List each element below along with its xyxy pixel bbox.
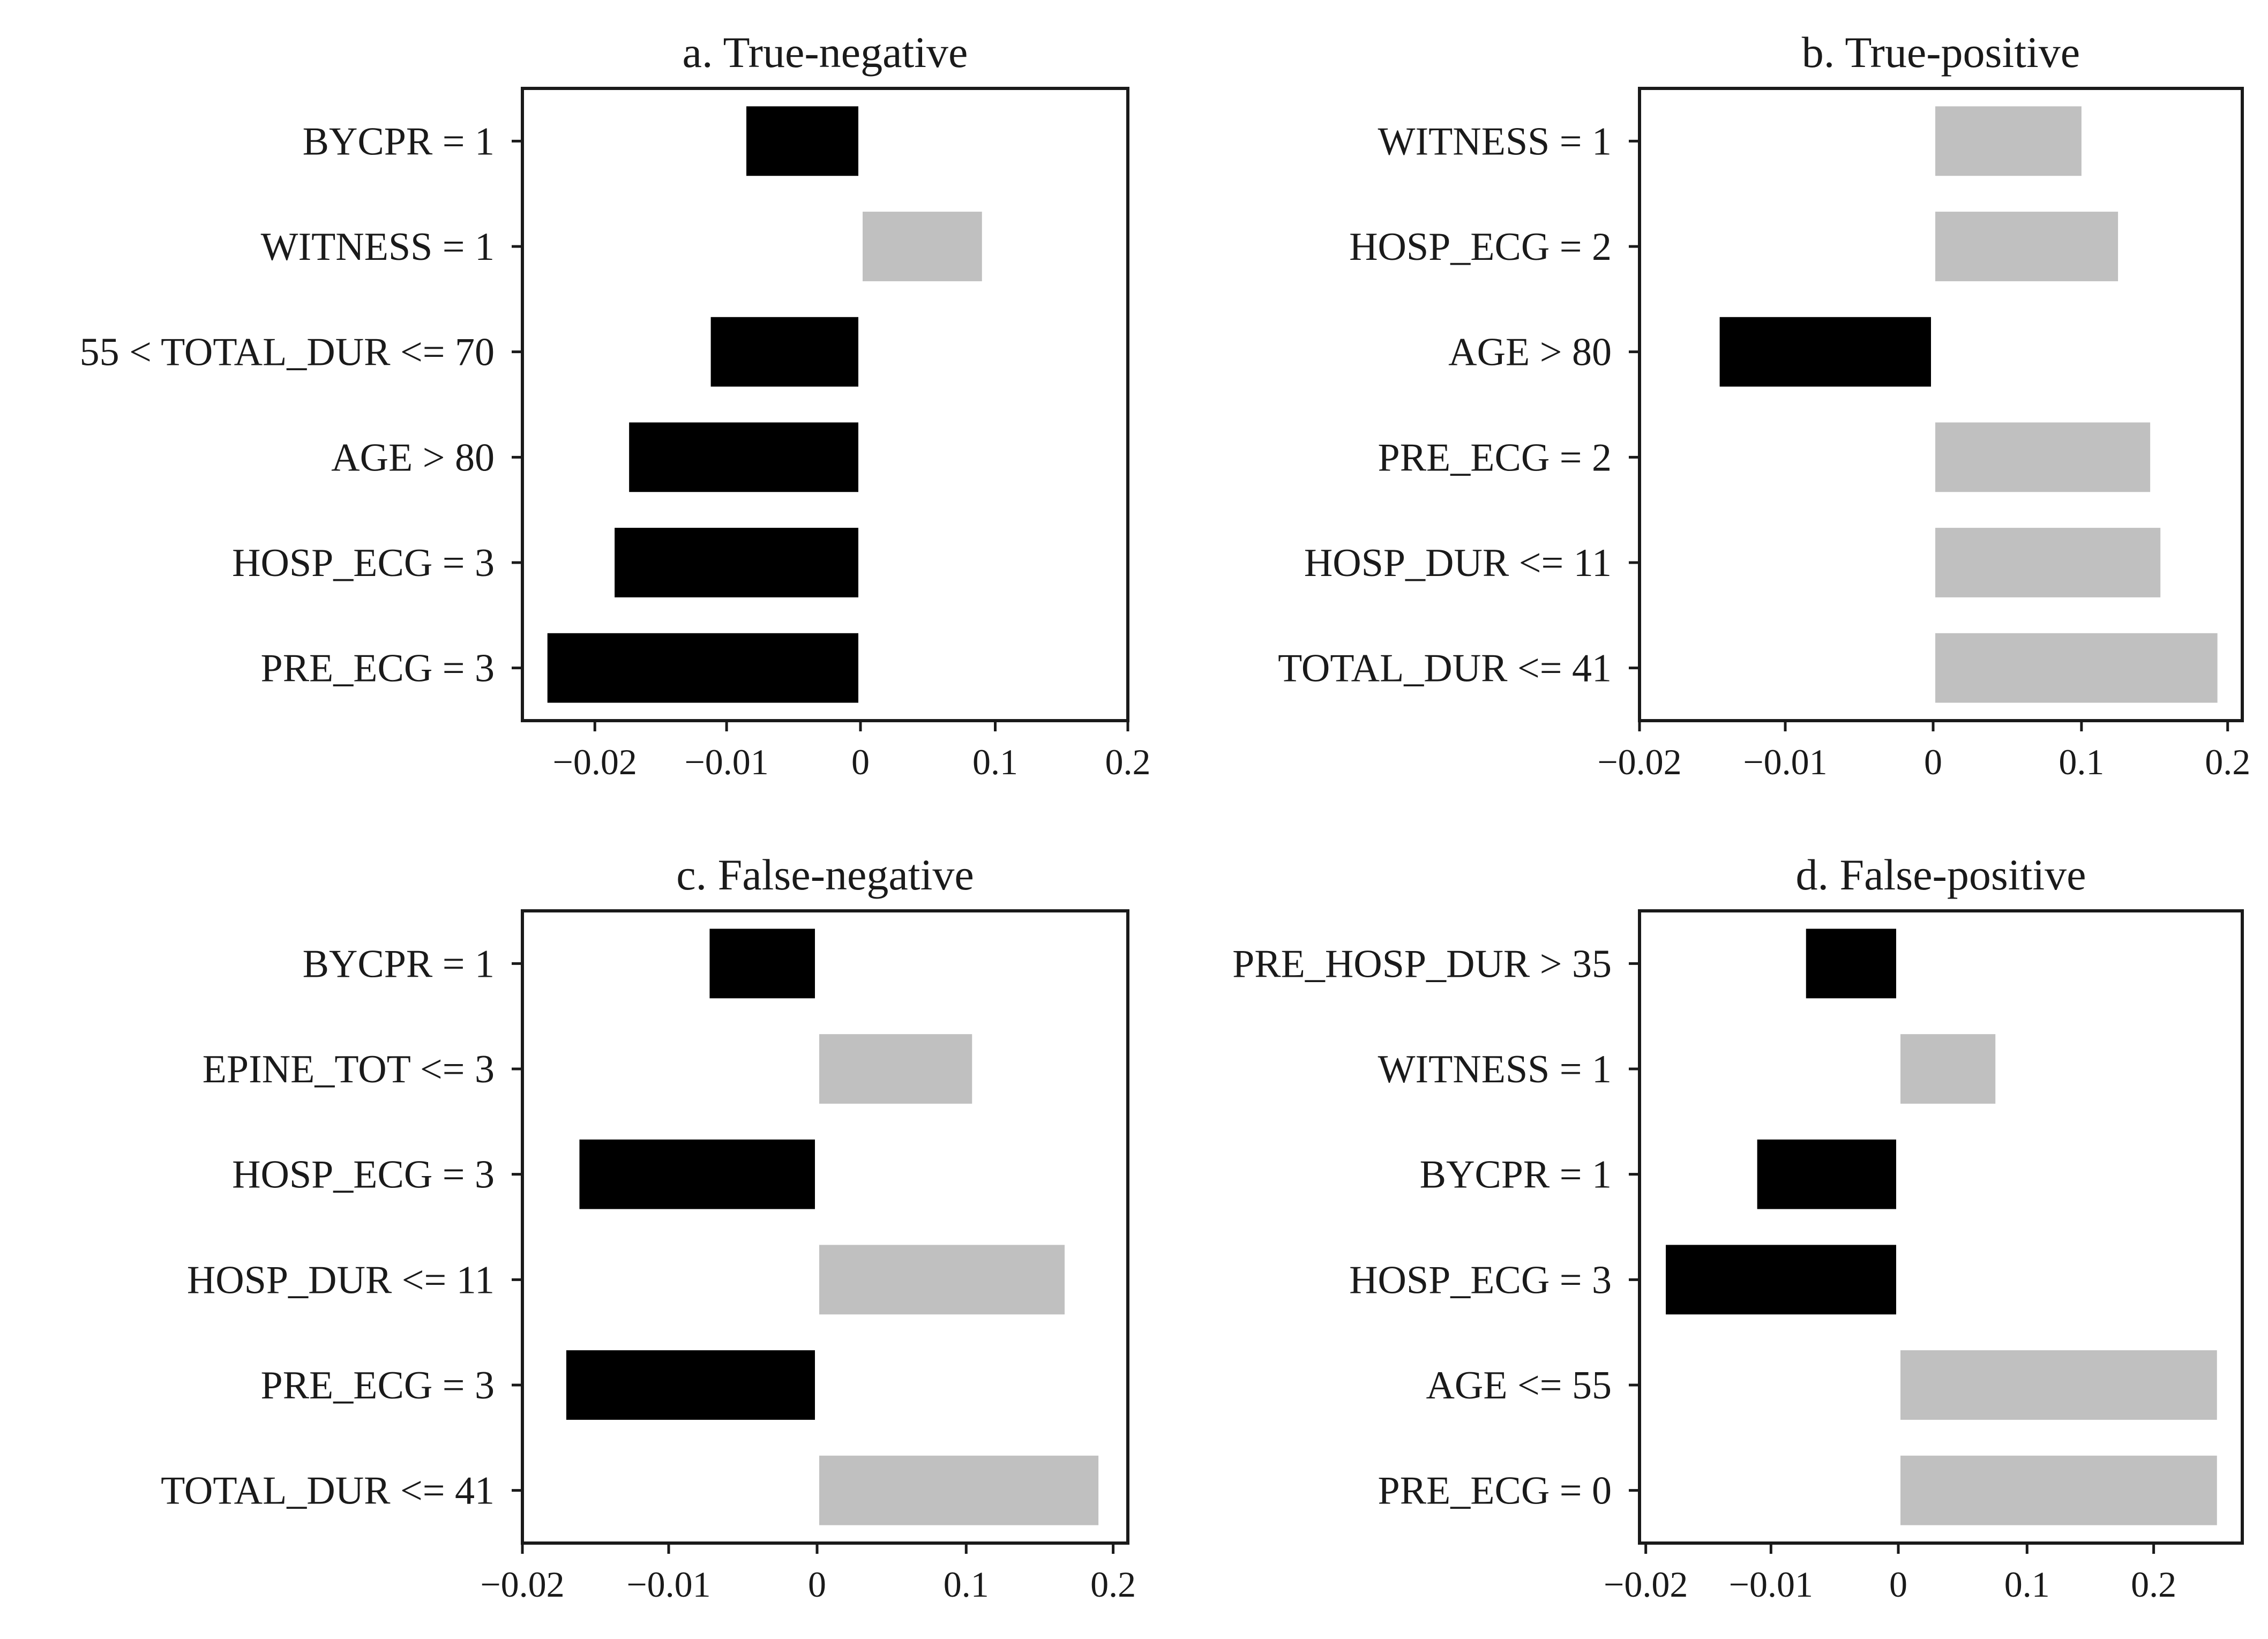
category-label: BYCPR = 1 — [303, 119, 495, 163]
x-tick-label: −0.01 — [684, 742, 768, 782]
bar — [1806, 929, 1896, 999]
category-label: HOSP_DUR <= 11 — [1304, 541, 1612, 585]
bar — [1900, 1350, 2217, 1420]
category-label: HOSP_ECG = 3 — [1349, 1258, 1612, 1302]
x-tick-label: 0.2 — [1090, 1564, 1136, 1605]
category-label: PRE_ECG = 3 — [261, 647, 495, 691]
category-label: PRE_ECG = 3 — [261, 1364, 495, 1408]
category-label: PRE_ECG = 0 — [1378, 1469, 1612, 1513]
x-tick-label: −0.02 — [1597, 742, 1681, 782]
category-label: BYCPR = 1 — [1420, 1153, 1612, 1197]
category-label: PRE_ECG = 2 — [1378, 436, 1612, 480]
x-tick-label: 0.1 — [972, 742, 1018, 782]
bar — [709, 929, 815, 999]
chart-title: a. True-negative — [683, 28, 968, 77]
x-tick-label: 0 — [851, 742, 870, 782]
x-tick-label: −0.02 — [480, 1564, 564, 1605]
plot-frame — [1638, 87, 2244, 722]
category-label: HOSP_DUR <= 11 — [187, 1258, 495, 1302]
bar — [1935, 212, 2119, 281]
chart-panel-d: d. False-positive PRE_HOSP_DUR > 35 WITNES… — [1232, 850, 2244, 1605]
bar — [615, 528, 858, 597]
bar — [819, 1455, 1099, 1525]
category-label: TOTAL_DUR <= 41 — [1278, 647, 1612, 691]
category-label: TOTAL_DUR <= 41 — [161, 1469, 495, 1513]
category-label: HOSP_ECG = 3 — [232, 1153, 495, 1197]
bar — [579, 1139, 815, 1209]
bar — [1719, 317, 1931, 387]
x-tick-label: −0.01 — [626, 1564, 710, 1605]
category-label: AGE > 80 — [331, 436, 495, 480]
x-tick-label: 0.2 — [2131, 1564, 2176, 1605]
x-tick-label: −0.01 — [1729, 1564, 1813, 1605]
bar — [746, 106, 858, 176]
chart-panel-a: a. True-negative BYCPR = 1 WITNESS = 1 55 <… — [80, 28, 1151, 782]
bar — [863, 212, 982, 281]
chart-panel-c: c. False-negative BYCPR = 1 EPINE_TOT <= 3… — [161, 850, 1136, 1605]
category-label: WITNESS = 1 — [1378, 1047, 1612, 1091]
chart-title: c. False-negative — [676, 850, 974, 899]
x-tick-label: −0.02 — [1604, 1564, 1688, 1605]
chart-title: d. False-positive — [1795, 850, 2086, 899]
x-tick-label: 0.1 — [2059, 742, 2104, 782]
bar — [566, 1350, 815, 1420]
x-tick-label: 0.2 — [2205, 742, 2250, 782]
bar — [1900, 1034, 1996, 1104]
plot-frame — [1638, 909, 2244, 1545]
x-tick-label: 0 — [1889, 1564, 1907, 1605]
bar — [1935, 422, 2151, 492]
chart-panel-b: b. True-positive WITNESS = 1 HOSP_ECG = 2 A… — [1278, 28, 2250, 782]
x-tick-label: 0 — [1924, 742, 1942, 782]
bar — [819, 1034, 972, 1104]
category-label: WITNESS = 1 — [1378, 119, 1612, 163]
bar — [1757, 1139, 1896, 1209]
category-label: HOSP_ECG = 3 — [232, 541, 495, 585]
bar — [1666, 1245, 1896, 1315]
category-label: 55 < TOTAL_DUR <= 70 — [80, 331, 495, 375]
category-label: AGE <= 55 — [1426, 1364, 1612, 1408]
plot-frame — [521, 87, 1129, 722]
category-label: WITNESS = 1 — [261, 225, 495, 269]
chart-title: b. True-positive — [1802, 28, 2080, 77]
category-label: EPINE_TOT <= 3 — [203, 1047, 495, 1091]
bar — [1935, 106, 2082, 176]
category-label: HOSP_ECG = 2 — [1349, 225, 1612, 269]
bar — [629, 422, 858, 492]
bar — [710, 317, 858, 387]
x-tick-label: 0.2 — [1105, 742, 1151, 782]
plot-frame — [521, 909, 1129, 1545]
category-label: PRE_HOSP_DUR > 35 — [1232, 942, 1612, 986]
x-tick-label: −0.02 — [553, 742, 637, 782]
x-tick-label: 0.1 — [2004, 1564, 2050, 1605]
x-tick-label: 0.1 — [944, 1564, 989, 1605]
bar — [1900, 1455, 2217, 1525]
x-tick-label: 0 — [808, 1564, 826, 1605]
bar — [1935, 528, 2161, 597]
category-label: BYCPR = 1 — [303, 942, 495, 986]
bar — [1935, 633, 2218, 703]
bar — [819, 1245, 1065, 1315]
bar — [547, 633, 858, 703]
x-tick-label: −0.01 — [1743, 742, 1827, 782]
category-label: AGE > 80 — [1448, 331, 1612, 375]
